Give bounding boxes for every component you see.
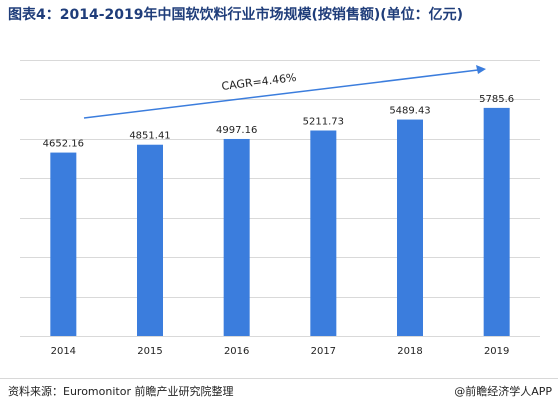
grid-lines	[20, 60, 540, 337]
value-label-2019: 5785.6	[479, 94, 514, 105]
source-note: 资料来源：Euromonitor 前瞻产业研究院整理	[8, 385, 234, 398]
bar-2019	[483, 107, 510, 337]
value-label-2018: 5489.43	[389, 106, 430, 117]
x-tick-2018: 2018	[397, 346, 422, 357]
bars	[50, 107, 510, 337]
source-divider	[0, 378, 558, 379]
bar-2018	[397, 119, 423, 336]
x-tick-2016: 2016	[224, 346, 249, 357]
value-label-2016: 4997.16	[216, 125, 257, 136]
cagr-arrow-head	[476, 65, 486, 74]
value-labels: 4652.16 4851.41 4997.16 5211.73 5489.43 5785.…	[43, 94, 515, 150]
chart-title: 图表4：2014-2019年中国软饮料行业市场规模(按销售额)(单位：亿元)	[8, 7, 464, 23]
cagr-arrow-line	[83, 69, 479, 119]
bar-2017	[310, 130, 337, 336]
bar-2015	[137, 144, 163, 336]
x-tick-2019: 2019	[484, 346, 509, 357]
value-label-2017: 5211.73	[303, 117, 344, 128]
value-label-2014: 4652.16	[43, 139, 84, 150]
x-tick-2014: 2014	[51, 346, 76, 357]
bar-2016	[223, 138, 250, 336]
x-tick-2015: 2015	[137, 346, 162, 357]
credit-note: @前瞻经济学人APP	[454, 385, 552, 398]
cagr-label: CAGR=4.46%	[221, 71, 297, 93]
bar-2014	[50, 152, 77, 336]
value-label-2015: 4851.41	[129, 131, 170, 142]
x-tick-2017: 2017	[311, 346, 336, 357]
x-tick-labels: 2014 2015 2016 2017 2018 2019	[51, 346, 510, 357]
